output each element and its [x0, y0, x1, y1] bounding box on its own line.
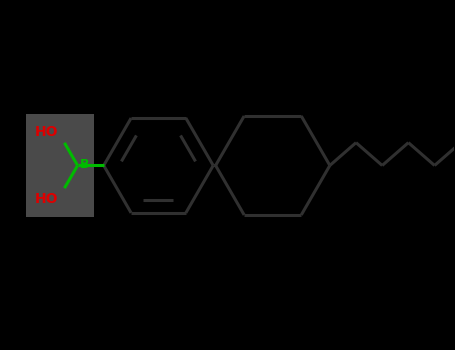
Bar	[26, 114, 94, 217]
Text: HO: HO	[35, 192, 59, 206]
Text: B: B	[80, 158, 90, 171]
Text: HO: HO	[35, 125, 59, 139]
